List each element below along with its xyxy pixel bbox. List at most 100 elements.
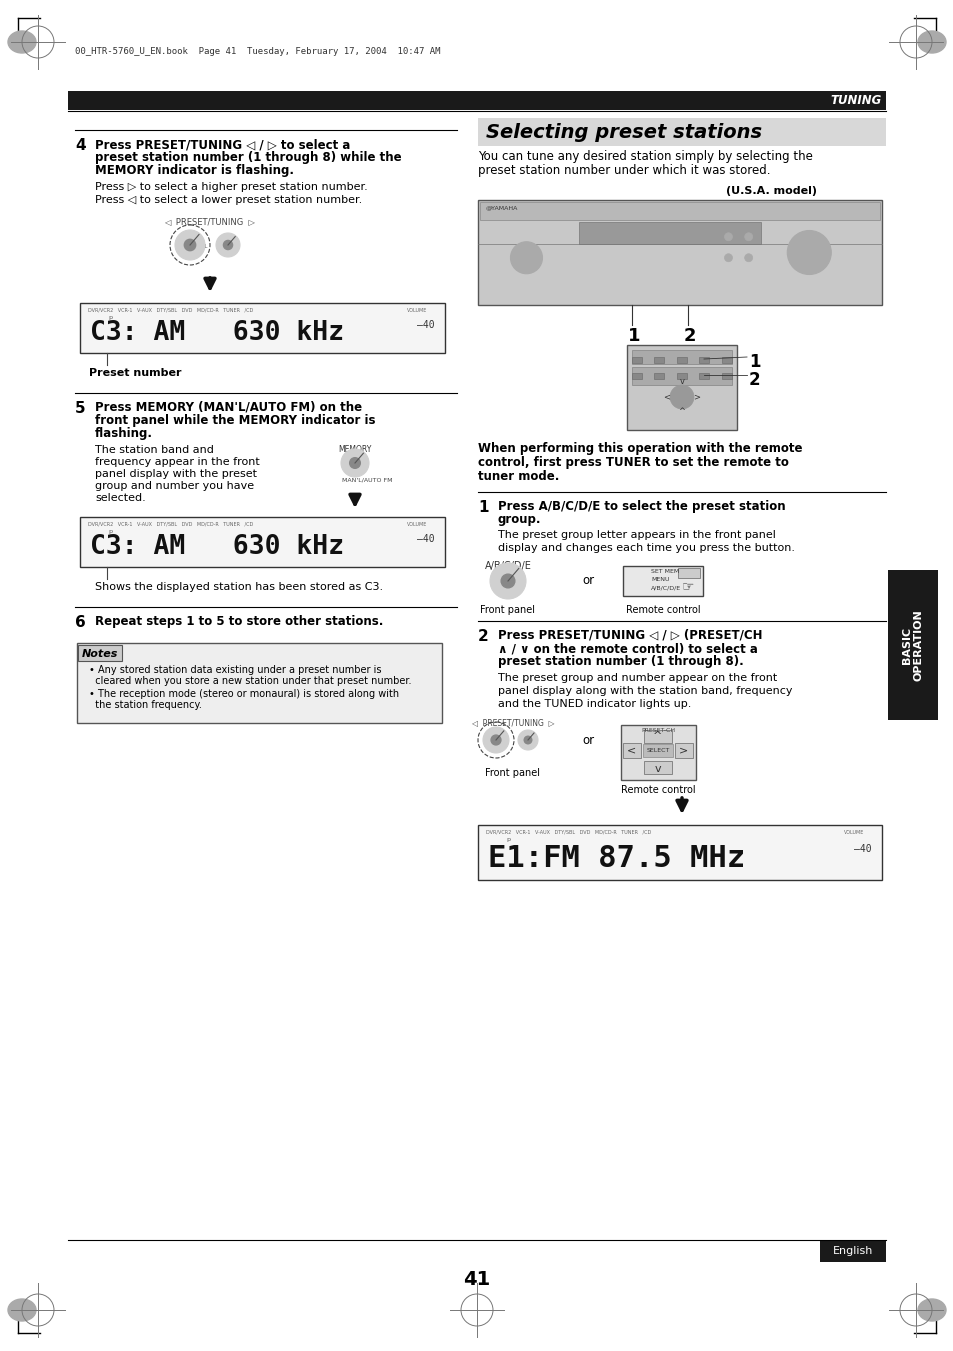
Bar (477, 200, 882, 305)
Text: (U.S.A. model): (U.S.A. model) (725, 186, 817, 196)
Circle shape (215, 232, 240, 257)
Text: The preset group letter appears in the front panel: The preset group letter appears in the f… (497, 530, 775, 540)
Text: ◁  PRESET/TUNING  ▷: ◁ PRESET/TUNING ▷ (164, 218, 255, 226)
Circle shape (744, 232, 752, 240)
Text: DVR/VCR2   VCR-1   V-AUX   DTY/SBL   DVD   MD/CD-R   TUNER   /CD: DVR/VCR2 VCR-1 V-AUX DTY/SBL DVD MD/CD-R… (88, 308, 253, 313)
Text: selected.: selected. (95, 493, 146, 503)
Circle shape (510, 242, 542, 274)
Text: preset station number (1 through 8).: preset station number (1 through 8). (497, 655, 743, 667)
FancyBboxPatch shape (78, 644, 122, 661)
Text: panel display with the preset: panel display with the preset (95, 469, 256, 480)
Text: >: > (693, 393, 700, 401)
Text: cleared when you store a new station under that preset number.: cleared when you store a new station und… (89, 676, 411, 686)
Text: display and changes each time you press the button.: display and changes each time you press … (497, 543, 794, 553)
Circle shape (223, 240, 233, 250)
Text: VOLUME: VOLUME (407, 308, 427, 313)
Text: SET MEM: SET MEM (650, 569, 679, 574)
Bar (622, 566, 702, 596)
Text: Remote control: Remote control (620, 785, 695, 794)
Text: @YAMAHA: @YAMAHA (485, 205, 517, 209)
Text: E1:FM 87.5 MHz: E1:FM 87.5 MHz (488, 844, 744, 873)
Text: front panel while the MEMORY indicator is: front panel while the MEMORY indicator i… (95, 413, 375, 427)
Text: group and number you have: group and number you have (95, 481, 253, 490)
Text: VOLUME: VOLUME (407, 521, 427, 527)
Text: –40: –40 (416, 535, 435, 544)
Text: the station frequency.: the station frequency. (89, 700, 202, 711)
Bar (678, 567, 700, 578)
Circle shape (723, 232, 732, 240)
Text: –40: –40 (416, 320, 435, 331)
Text: The station band and: The station band and (95, 444, 213, 455)
Circle shape (491, 735, 500, 744)
Text: • Any stored station data existing under a preset number is: • Any stored station data existing under… (89, 665, 381, 676)
Circle shape (744, 254, 752, 262)
Text: or: or (581, 734, 594, 747)
Circle shape (350, 458, 360, 469)
Text: >: > (679, 744, 688, 755)
Text: The preset group and number appear on the front: The preset group and number appear on th… (497, 673, 777, 684)
Text: ^: ^ (653, 731, 662, 740)
Ellipse shape (917, 1300, 945, 1321)
Bar (887, 570, 937, 720)
Text: p: p (505, 838, 510, 842)
Bar (643, 730, 671, 743)
Circle shape (786, 231, 830, 274)
Text: 2: 2 (748, 372, 760, 389)
Text: 4: 4 (75, 138, 86, 153)
Ellipse shape (917, 31, 945, 53)
Text: 1: 1 (748, 353, 760, 372)
Text: C3: AM   630 kHz: C3: AM 630 kHz (90, 320, 344, 346)
Text: <: < (627, 744, 636, 755)
Text: 6: 6 (75, 615, 86, 630)
Text: p: p (108, 530, 112, 534)
Text: C3: AM   630 kHz: C3: AM 630 kHz (90, 535, 344, 561)
Bar (699, 357, 709, 363)
Text: Press PRESET/TUNING ◁ / ▷ to select a: Press PRESET/TUNING ◁ / ▷ to select a (95, 138, 350, 151)
Bar (77, 643, 441, 723)
Circle shape (174, 230, 205, 259)
Text: You can tune any desired station simply by selecting the: You can tune any desired station simply … (477, 150, 812, 163)
Bar (631, 357, 641, 363)
Bar (677, 357, 686, 363)
Text: v: v (654, 765, 660, 774)
Text: p: p (108, 315, 112, 320)
Bar (643, 761, 671, 774)
Bar (80, 517, 444, 567)
Bar (631, 373, 641, 380)
Text: Shows the displayed station has been stored as C3.: Shows the displayed station has been sto… (95, 582, 383, 592)
Text: BASIC
OPERATION: BASIC OPERATION (902, 609, 923, 681)
Text: Remote control: Remote control (625, 605, 700, 615)
Bar (642, 744, 672, 757)
Circle shape (340, 449, 369, 477)
Circle shape (523, 736, 531, 744)
Circle shape (482, 727, 509, 753)
Text: v: v (679, 377, 684, 386)
Text: MAN'L/AUTO FM: MAN'L/AUTO FM (341, 478, 392, 484)
Bar (477, 118, 885, 146)
Text: panel display along with the station band, frequency: panel display along with the station ban… (497, 686, 792, 696)
Text: ◁  PRESET/TUNING  ▷: ◁ PRESET/TUNING ▷ (471, 717, 554, 727)
Text: or: or (581, 574, 594, 588)
Bar (477, 825, 882, 880)
Bar (626, 345, 737, 430)
Text: Press MEMORY (MAN'L/AUTO FM) on the: Press MEMORY (MAN'L/AUTO FM) on the (95, 401, 362, 413)
Text: tuner mode.: tuner mode. (477, 470, 558, 484)
Text: and the TUNED indicator lights up.: and the TUNED indicator lights up. (497, 698, 691, 709)
Text: Press PRESET/TUNING ◁ / ▷ (PRESET/CH: Press PRESET/TUNING ◁ / ▷ (PRESET/CH (497, 630, 761, 642)
Text: SELECT: SELECT (645, 747, 669, 753)
Bar (620, 725, 696, 780)
Text: –40: –40 (853, 844, 871, 854)
Text: MEMORY indicator is flashing.: MEMORY indicator is flashing. (95, 163, 294, 177)
Text: Selecting preset stations: Selecting preset stations (485, 123, 761, 142)
Circle shape (500, 574, 515, 588)
Text: ∧ / ∨ on the remote control) to select a: ∧ / ∨ on the remote control) to select a (497, 642, 757, 655)
Text: Press ▷ to select a higher preset station number.: Press ▷ to select a higher preset statio… (95, 182, 367, 192)
Bar (820, 1240, 885, 1262)
Bar (654, 373, 664, 380)
Text: Preset number: Preset number (89, 367, 181, 378)
Text: <: < (662, 393, 670, 401)
Bar (699, 373, 709, 380)
Text: Press A/B/C/D/E to select the preset station: Press A/B/C/D/E to select the preset sta… (497, 500, 785, 513)
Text: English: English (832, 1246, 872, 1256)
Text: frequency appear in the front: frequency appear in the front (95, 457, 259, 467)
